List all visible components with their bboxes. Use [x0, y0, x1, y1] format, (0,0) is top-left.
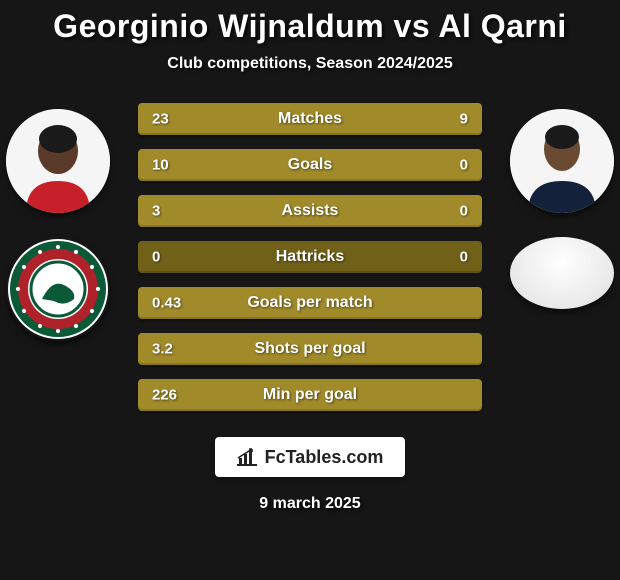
- subtitle: Club competitions, Season 2024/2025: [0, 55, 620, 73]
- stat-row: 3.2Shots per goal: [138, 333, 482, 365]
- stat-right-value: 0: [460, 249, 468, 266]
- stat-label: Goals: [138, 156, 482, 174]
- stat-right-value: 0: [460, 157, 468, 174]
- right-club-badge: [510, 237, 614, 309]
- stat-label: Min per goal: [138, 386, 482, 404]
- footer: FcTables.com 9 march 2025: [0, 437, 620, 513]
- stat-row: 0Hattricks0: [138, 241, 482, 273]
- left-player-avatar: [6, 109, 110, 213]
- right-player-avatar: [510, 109, 614, 213]
- content-row: 23Matches910Goals03Assists00Hattricks00.…: [0, 103, 620, 411]
- left-player-col: [6, 103, 110, 341]
- stat-row: 10Goals0: [138, 149, 482, 181]
- stat-label: Goals per match: [138, 294, 482, 312]
- stat-row: 23Matches9: [138, 103, 482, 135]
- stat-label: Hattricks: [138, 248, 482, 266]
- stat-right-value: 9: [460, 111, 468, 128]
- date-text: 9 march 2025: [259, 495, 360, 513]
- left-club-badge: [6, 237, 110, 341]
- stat-row: 0.43Goals per match: [138, 287, 482, 319]
- comparison-card: Georginio Wijnaldum vs Al Qarni Club com…: [0, 0, 620, 580]
- right-player-col: [510, 103, 614, 309]
- stats-list: 23Matches910Goals03Assists00Hattricks00.…: [138, 103, 482, 411]
- brand-badge: FcTables.com: [215, 437, 406, 477]
- stat-right-value: 0: [460, 203, 468, 220]
- stat-row: 3Assists0: [138, 195, 482, 227]
- stat-label: Assists: [138, 202, 482, 220]
- stat-row: 226Min per goal: [138, 379, 482, 411]
- chart-icon: [237, 448, 257, 466]
- stat-label: Matches: [138, 110, 482, 128]
- page-title: Georginio Wijnaldum vs Al Qarni: [0, 8, 620, 45]
- brand-text: FcTables.com: [265, 447, 384, 468]
- stat-label: Shots per goal: [138, 340, 482, 358]
